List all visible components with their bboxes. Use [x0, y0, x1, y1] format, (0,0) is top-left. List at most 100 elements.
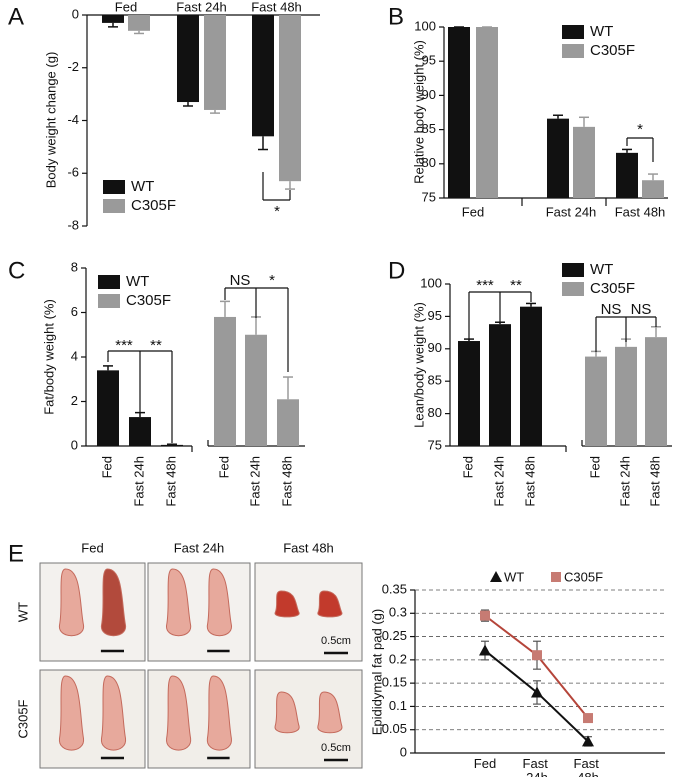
photo [254, 669, 363, 769]
scale-label: 0.5cm [321, 742, 351, 754]
bar [279, 15, 301, 182]
bar [547, 118, 569, 198]
y-tick-label: 90 [428, 340, 442, 355]
y-axis-title: Epididymal fat pad (g) [369, 609, 384, 735]
legend-label: C305F [590, 42, 635, 59]
legend-label: WT [131, 178, 154, 195]
annotation: ** [510, 277, 522, 294]
y-tick-label: 0 [400, 744, 407, 759]
x-tick-label: Fast 24h [617, 456, 632, 507]
y-tick-label: 100 [414, 18, 436, 33]
bar [642, 180, 664, 198]
bar [489, 324, 511, 446]
x-tick-label: Fed [474, 756, 496, 771]
tissue [206, 675, 232, 751]
x-tick-label: Fast 48h [647, 456, 662, 507]
x-tick-label: Fed [99, 456, 114, 478]
bar [616, 152, 638, 198]
row-label: C305F [15, 699, 30, 738]
annotation: * [269, 272, 275, 289]
bar [214, 316, 236, 446]
y-tick-label: 0 [71, 437, 78, 452]
legend-label: WT [504, 569, 524, 584]
tissue [58, 675, 85, 751]
x-tick-label: Fast 24h [523, 756, 552, 777]
tissue [317, 590, 343, 618]
annotation: NS [230, 272, 251, 289]
panel-label: E [8, 540, 24, 567]
x-tick-label: Fast 24h [176, 0, 227, 14]
bar [458, 341, 480, 446]
x-tick-label: Fed [115, 0, 137, 14]
y-tick-label: 8 [71, 259, 78, 274]
photo [39, 562, 146, 662]
panel-label: D [388, 257, 405, 284]
column-label: Fast 48h [283, 540, 334, 555]
y-tick-label: -6 [67, 165, 79, 180]
y-tick-label: 0 [72, 6, 79, 21]
y-axis-title: Relative body weight (%) [411, 40, 426, 184]
y-axis-title: Lean/body weight (%) [411, 302, 426, 428]
scale-label: 0.5cm [321, 635, 351, 647]
x-tick-label: Fast 48h [279, 456, 294, 507]
annotation: NS [631, 301, 652, 318]
x-tick-label: Fast 24h [131, 456, 146, 507]
x-tick-label: Fed [462, 204, 484, 219]
photo [147, 669, 251, 769]
column-label: Fast 24h [174, 540, 225, 555]
tissue [317, 691, 343, 734]
legend-label: WT [590, 261, 613, 278]
photo [254, 562, 363, 662]
point [532, 650, 542, 661]
y-tick-label: 95 [428, 308, 442, 323]
y-tick-label: 80 [428, 405, 442, 420]
bar [585, 356, 607, 446]
panel-label: C [8, 257, 25, 284]
y-tick-label: 4 [71, 348, 78, 363]
legend-swatch [98, 275, 120, 289]
y-tick-label: 0.05 [382, 721, 407, 736]
point [583, 713, 593, 724]
bar [128, 15, 150, 31]
bar [204, 15, 226, 110]
tissue [100, 568, 127, 637]
y-tick-label: -8 [67, 217, 79, 232]
x-tick-label: Fast 48h [615, 204, 666, 219]
legend-marker [551, 572, 561, 582]
bar [245, 334, 267, 446]
bar [97, 370, 119, 446]
photo [39, 669, 146, 769]
y-tick-label: 85 [428, 373, 442, 388]
legend-swatch [98, 294, 120, 308]
tissue [58, 568, 85, 637]
panel-label: B [388, 3, 404, 30]
legend-swatch [103, 199, 125, 213]
legend-label: WT [126, 273, 149, 290]
legend-swatch [103, 180, 125, 194]
y-axis-title: Fat/body weight (%) [41, 299, 56, 415]
tissue [274, 590, 300, 618]
bar [476, 27, 498, 198]
bar [520, 306, 542, 446]
legend-swatch [562, 282, 584, 296]
bar [277, 399, 299, 446]
legend-label: C305F [131, 197, 176, 214]
x-tick-label: Fed [216, 456, 231, 478]
legend-swatch [562, 25, 584, 39]
x-tick-label: Fed [460, 456, 475, 478]
point [531, 686, 543, 698]
y-tick-label: 0.1 [389, 698, 407, 713]
y-tick-label: 6 [71, 304, 78, 319]
y-tick-label: 0.15 [382, 675, 407, 690]
legend-swatch [562, 44, 584, 58]
bar [615, 346, 637, 446]
photo [147, 562, 251, 662]
bar [129, 417, 151, 446]
x-tick-label: Fast 24h [546, 204, 597, 219]
annotation: NS [601, 301, 622, 318]
bar [573, 126, 595, 198]
y-tick-label: 0.3 [389, 605, 407, 620]
x-tick-label: Fast 48h [163, 456, 178, 507]
y-tick-label: 95 [422, 53, 436, 68]
